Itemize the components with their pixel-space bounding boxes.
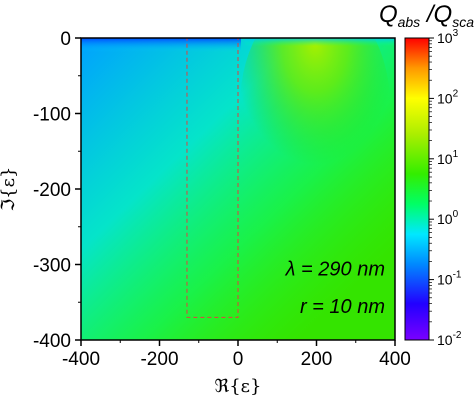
colorbar-ramp	[404, 37, 430, 341]
heatmap-resonance-peak	[221, 38, 257, 88]
colorbar-title-slash: /Q	[420, 1, 452, 28]
colorbar-tick-label: 10-1	[437, 270, 462, 288]
colorbar-tick-label: 102	[437, 88, 459, 106]
x-axis-title: ℜ{ε}	[215, 376, 262, 397]
colorbar-title-sub-abs: abs	[398, 14, 421, 30]
y-axis-title: ℑ{ε}	[0, 167, 19, 212]
x-tick-label: 200	[301, 349, 333, 370]
colorbar-tick-label: 101	[437, 149, 459, 167]
colorbar-title-sub-sca: sca	[452, 14, 474, 30]
heatmap-lobe	[240, 38, 390, 215]
colorbar-title-q: Q	[379, 1, 398, 28]
colorbar-title: Qabs /Qsca	[379, 1, 474, 30]
x-tick-label: -200	[140, 349, 178, 370]
colorbar-tick-label: 10-2	[437, 330, 462, 348]
y-tick-label: -100	[33, 105, 71, 126]
heatmap-top-strip-left	[81, 38, 241, 52]
x-tick-label: 400	[379, 349, 411, 370]
colorbar: 103 102 101 100 10-1 10-2 Qabs /Qsca	[379, 1, 474, 348]
annotation-1: λ = 290 nm	[285, 258, 385, 280]
heatmap-top-strip-right	[245, 38, 395, 46]
colorbar-tick-label: 103	[437, 28, 459, 46]
colorbar-tick-label: 100	[437, 209, 459, 227]
y-tick-label: 0	[60, 29, 71, 50]
highlight-region	[186, 37, 239, 318]
y-tick-label: -200	[33, 180, 71, 201]
y-tick-label: -300	[33, 256, 71, 277]
x-tick-label: -400	[62, 349, 100, 370]
y-tick-label: -400	[33, 331, 71, 352]
x-tick-label: 0	[233, 349, 244, 370]
annotation-2: r = 10 nm	[300, 296, 385, 318]
